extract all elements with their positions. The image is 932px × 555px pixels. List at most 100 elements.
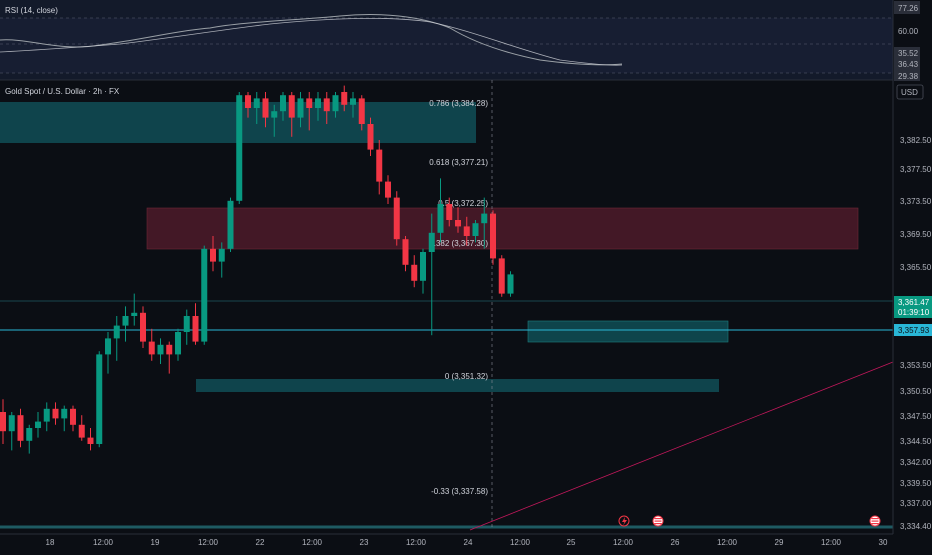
- candle-body: [253, 98, 260, 108]
- candle-body: [437, 204, 444, 233]
- candle-body: [122, 316, 129, 326]
- candle-body: [87, 437, 94, 444]
- candle-body: [271, 111, 278, 118]
- chart-background: [0, 0, 893, 550]
- rsi-label-box-2: [894, 47, 920, 59]
- candle-body: [481, 213, 488, 224]
- candle-body: [210, 248, 216, 262]
- candle-body: [306, 98, 313, 108]
- price-tick-10: 3,339.50: [900, 479, 932, 488]
- us-flag-icon[interactable]: [652, 515, 664, 527]
- price-tick-12: 3,334.40: [900, 522, 932, 531]
- candle-body: [367, 124, 374, 150]
- candle-body: [402, 239, 409, 265]
- candle-body: [428, 232, 435, 252]
- time-tick-16: 30: [879, 538, 888, 547]
- price-tick-9: 3,342.00: [900, 458, 932, 467]
- time-tick-7: 12:00: [406, 538, 427, 547]
- candle-body: [8, 415, 15, 432]
- price-axis[interactable]: [893, 0, 932, 550]
- candle-body: [43, 408, 50, 422]
- price-ticks: 3,382.50 3,377.50 3,373.50 3,369.50 3,36…: [900, 136, 932, 531]
- rsi-label-box-4: [894, 70, 920, 81]
- candle-body: [227, 200, 234, 249]
- currency-label: USD: [901, 88, 918, 97]
- time-tick-12: 26: [671, 538, 680, 547]
- fib-label-0: 0 (3,351.32): [445, 372, 488, 381]
- fib-label-0618: 0.618 (3,377.21): [429, 158, 488, 167]
- time-tick-8: 24: [464, 538, 473, 547]
- candle-body: [0, 412, 6, 432]
- price-tick-4: 3,365.50: [900, 263, 932, 272]
- current-price-badge: [894, 296, 932, 318]
- time-tick-9: 12:00: [510, 538, 531, 547]
- candle-body: [411, 264, 418, 281]
- time-axis[interactable]: [0, 534, 932, 550]
- time-tick-3: 12:00: [198, 538, 219, 547]
- symbol-title: Gold Spot / U.S. Dollar · 2h · FX: [5, 87, 120, 96]
- candle-body: [376, 149, 383, 182]
- candle-body: [472, 223, 479, 236]
- time-tick-2: 19: [151, 538, 160, 547]
- candle-body: [166, 344, 173, 355]
- candle-body: [61, 408, 68, 419]
- trend-line[interactable]: [469, 361, 894, 531]
- candle-body: [385, 181, 391, 198]
- rsi-label-1: 60.00: [898, 27, 919, 36]
- countdown-value: 01:39:10: [898, 308, 930, 317]
- candle-body: [280, 95, 286, 112]
- candle-body: [245, 95, 251, 108]
- price-tick-3: 3,369.50: [900, 230, 932, 239]
- candle-body: [113, 325, 120, 339]
- rsi-line-main: [0, 14, 623, 66]
- candle-body: [35, 421, 41, 428]
- rsi-title: RSI (14, close): [5, 6, 58, 15]
- candle-body: [131, 312, 138, 316]
- currency-button[interactable]: [896, 84, 924, 100]
- candle-body: [341, 92, 348, 105]
- price-tick-1: 3,377.50: [900, 165, 932, 174]
- candle-body: [183, 316, 190, 332]
- rsi-label-2: 35.52: [898, 49, 919, 58]
- candle-body: [350, 98, 356, 105]
- candle-body: [358, 98, 365, 124]
- line-price-badge: [894, 324, 932, 336]
- lightning-icon[interactable]: [618, 515, 630, 527]
- rsi-label-3: 36.43: [898, 60, 919, 69]
- candle-body: [157, 344, 164, 355]
- fib-label-0382: 0.382 (3,367.30): [429, 239, 488, 248]
- candle-body: [507, 274, 514, 294]
- candle-body: [288, 95, 295, 118]
- rsi-label-0: 77.26: [898, 4, 919, 13]
- price-tick-5: 3,353.50: [900, 361, 932, 370]
- rsi-label-box-3: [894, 59, 920, 70]
- resistance-zone: [146, 207, 859, 250]
- time-ticks: 18 12:00 19 12:00 22 12:00 23 12:00 24 1…: [46, 538, 888, 547]
- candle-body: [463, 226, 470, 236]
- candle-body: [201, 248, 208, 342]
- time-tick-6: 23: [360, 538, 369, 547]
- candle-body: [148, 341, 155, 355]
- time-tick-15: 12:00: [821, 538, 842, 547]
- price-tick-6: 3,350.50: [900, 387, 932, 396]
- candle-body: [315, 98, 321, 108]
- fib-label-neg033: -0.33 (3,337.58): [431, 487, 488, 496]
- fib-label-0786: 0.786 (3,384.28): [429, 99, 488, 108]
- demand-zone: [196, 379, 719, 392]
- support-zone: [527, 320, 729, 343]
- time-tick-10: 25: [567, 538, 576, 547]
- candle-body: [262, 98, 269, 118]
- candle-body: [323, 98, 330, 112]
- us-flag-icon-2[interactable]: [869, 515, 881, 527]
- time-tick-1: 12:00: [93, 538, 114, 547]
- time-tick-13: 12:00: [717, 538, 738, 547]
- line-price-value: 3,357.93: [898, 326, 930, 335]
- time-tick-4: 22: [256, 538, 265, 547]
- candle-body: [192, 316, 199, 342]
- time-tick-14: 29: [775, 538, 784, 547]
- price-tick-0: 3,382.50: [900, 136, 932, 145]
- price-tick-7: 3,347.50: [900, 412, 932, 421]
- fib-label-05: 0.5 (3,372.25): [438, 199, 488, 208]
